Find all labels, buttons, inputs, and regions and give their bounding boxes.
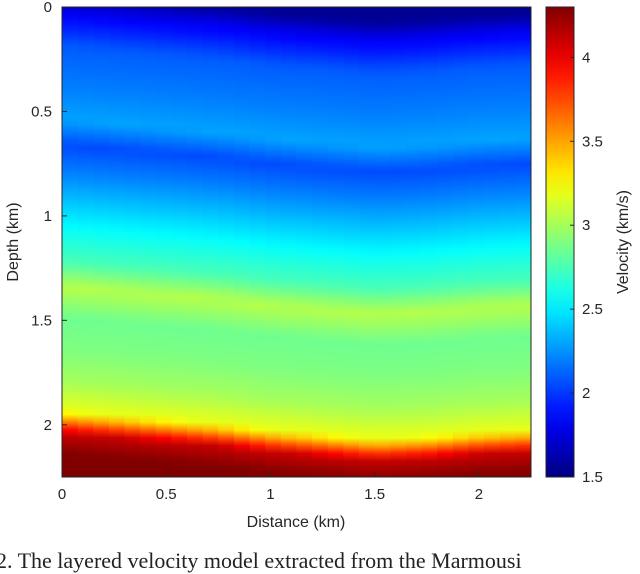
y-axis-ticks: 0 0.5 1 1.5 2	[31, 0, 67, 434]
heatmap-column	[343, 7, 360, 477]
y-tick-label: 0.5	[31, 103, 52, 120]
colorbar-title: Velocity (km/s)	[615, 190, 632, 294]
y-tick-label: 1.5	[31, 312, 52, 329]
colorbar-tick-label: 1.5	[582, 469, 603, 486]
heatmap-column	[468, 7, 485, 477]
y-axis-title: Depth (km)	[5, 202, 22, 281]
heatmap-column	[124, 7, 141, 477]
heatmap-column	[499, 7, 517, 477]
heatmap-column	[62, 7, 79, 477]
x-tick-label: 1.5	[364, 486, 385, 503]
y-tick-label: 1	[44, 208, 52, 225]
colorbar-tick-label: 3.5	[582, 133, 603, 150]
heatmap-column	[171, 7, 188, 477]
colorbar-tick-label: 2.5	[582, 301, 603, 318]
x-tick-label: 0.5	[156, 486, 177, 503]
velocity-heatmap	[62, 7, 531, 477]
colorbar-tick-label: 4	[582, 49, 590, 66]
heatmap-column	[265, 7, 282, 477]
heatmap-column	[187, 7, 204, 477]
heatmap-column	[77, 7, 95, 477]
plot-frame	[61, 6, 532, 478]
heatmap-column	[218, 7, 235, 477]
heatmap-column	[405, 7, 423, 477]
heatmap-column	[280, 7, 298, 477]
y-tick-label: 0	[44, 0, 52, 16]
heatmap-column	[359, 7, 376, 477]
heatmap-column	[452, 7, 470, 477]
heatmap-column	[93, 7, 110, 477]
heatmap-column	[390, 7, 407, 477]
heatmap-column	[296, 7, 313, 477]
heatmap-column	[437, 7, 454, 477]
colorbar-ticks: 1.5 2 2.5 3 3.5 4	[570, 49, 603, 486]
heatmap-column	[249, 7, 267, 477]
colorbar-tick-label: 3	[582, 217, 590, 234]
heatmap-column	[421, 7, 438, 477]
x-axis-title: Distance (km)	[247, 514, 346, 531]
heatmap-column	[515, 7, 531, 477]
heatmap-column	[312, 7, 329, 477]
heatmap-column	[202, 7, 220, 477]
colorbar-tick-label: 2	[582, 385, 590, 402]
y-tick-label: 2	[44, 417, 52, 434]
colorbar	[545, 6, 575, 478]
heatmap-column	[374, 7, 392, 477]
heatmap-column	[484, 7, 501, 477]
x-tick-label: 2	[475, 486, 483, 503]
x-tick-label: 1	[266, 486, 274, 503]
x-axis-ticks: 0 0.5 1 1.5 2	[58, 472, 483, 503]
heatmap-column	[140, 7, 157, 477]
x-tick-label: 0	[58, 486, 66, 503]
figure-caption: 2. The layered velocity model extracted …	[0, 548, 522, 573]
heatmap-column	[327, 7, 345, 477]
heatmap-column	[155, 7, 173, 477]
heatmap-column	[233, 7, 251, 477]
heatmap-column	[108, 7, 126, 477]
